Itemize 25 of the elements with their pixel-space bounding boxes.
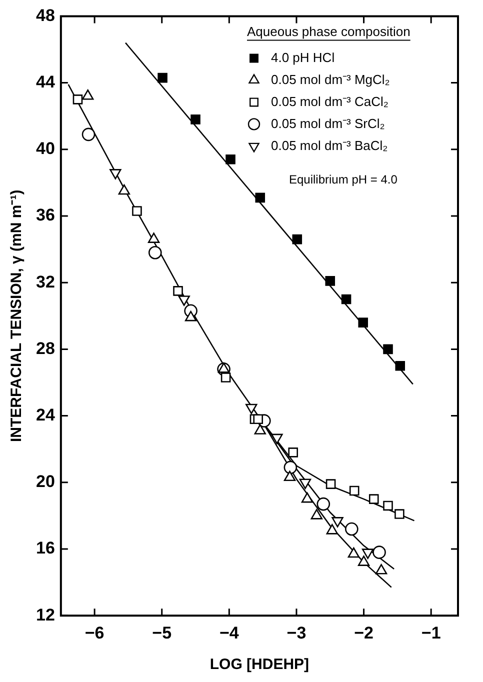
- y-tick-label: 48: [36, 6, 55, 25]
- x-tick-label: −6: [84, 623, 104, 642]
- x-tick-label: −2: [354, 623, 374, 642]
- y-tick-label: 28: [36, 338, 55, 358]
- x-tick-label: −5: [152, 623, 172, 642]
- x-axis-title: LOG [HDEHP]: [210, 656, 310, 674]
- annotation: Equilibrium pH = 4.0: [289, 172, 398, 187]
- y-tick-label: 24: [36, 405, 56, 424]
- legend-label: 0.05 mol dm⁻³ CaCl₂: [271, 94, 388, 109]
- x-tick-label: −4: [219, 623, 240, 642]
- y-tick-label: 36: [36, 206, 55, 225]
- y-tick-label: 16: [36, 538, 55, 558]
- y-tick-label: 20: [36, 472, 55, 492]
- legend-label: 0.05 mol dm⁻³ MgCl₂: [271, 72, 390, 87]
- y-tick-label: 44: [36, 72, 56, 92]
- legend-label: 0.05 mol dm⁻³ BaCl₂: [271, 138, 388, 153]
- legend-label: 4.0 pH HCl: [271, 50, 335, 65]
- y-tick-label: 40: [36, 139, 55, 158]
- y-tick-label: 12: [36, 605, 55, 624]
- x-tick-label: −1: [421, 623, 441, 642]
- y-tick-label: 32: [36, 272, 55, 292]
- y-axis-title: INTERFACIAL TENSION, γ (mN m⁻¹): [8, 190, 26, 442]
- legend-title: Aqueous phase composition: [247, 24, 410, 39]
- legend-label: 0.05 mol dm⁻³ SrCl₂: [271, 116, 385, 131]
- x-tick-label: −3: [286, 623, 306, 642]
